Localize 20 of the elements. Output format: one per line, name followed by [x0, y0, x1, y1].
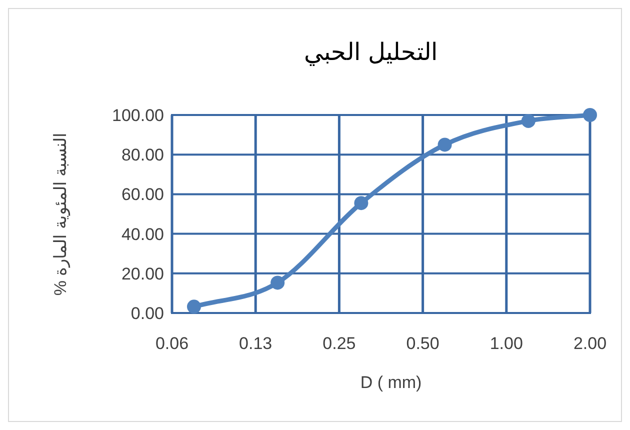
y-tick-label: 80.00	[121, 146, 164, 165]
point	[186, 300, 201, 314]
x-axis-title: D ( mm)	[360, 373, 422, 392]
point	[270, 276, 285, 290]
chart-title: التحليل الحبي	[304, 39, 438, 66]
x-tick-label: 1.00	[490, 334, 523, 353]
y-tick-label: 20.00	[121, 264, 164, 284]
y-tick-label: 100.00	[112, 106, 164, 125]
point	[521, 114, 536, 128]
y-axis-title: النسبة المئوية المارة %	[51, 132, 71, 296]
x-tick-label: 0.25	[322, 334, 356, 353]
y-tick-label: 0.00	[130, 304, 164, 323]
y-tick-label: 40.00	[121, 224, 164, 244]
x-tick-label: 0.13	[239, 334, 272, 353]
y-tick-label: 60.00	[121, 185, 164, 204]
point	[438, 138, 452, 152]
x-tick-label: 2.00	[573, 334, 607, 353]
x-tick-label: 0.06	[155, 334, 189, 353]
x-tick-label: 0.50	[406, 334, 440, 353]
point	[354, 196, 368, 210]
